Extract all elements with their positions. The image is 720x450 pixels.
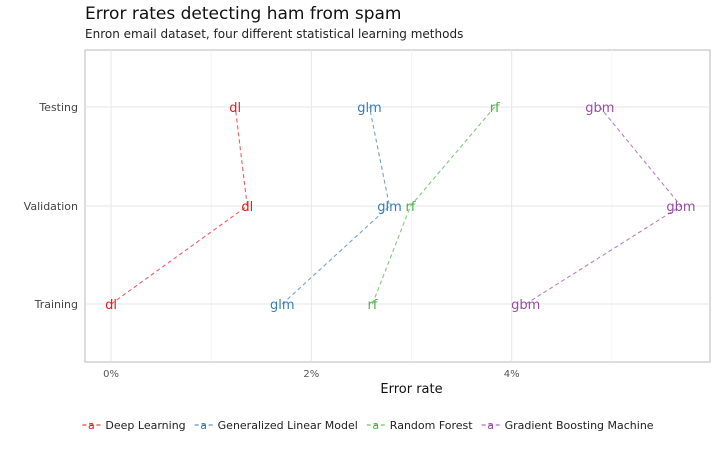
data-point-label: dl [105,298,117,313]
data-point-label: glm [377,200,402,215]
y-tick-label: Testing [38,101,78,114]
legend-label: Generalized Linear Model [218,419,358,432]
data-point-label: gbm [511,298,540,313]
data-point-label: gbm [585,101,614,116]
x-tick-label: 4% [504,369,520,380]
legend-key-glyph: a [487,419,494,432]
data-point-label: glm [270,298,295,313]
chart-subtitle: Enron email dataset, four different stat… [85,27,464,41]
data-point-label: rf [367,298,377,313]
series-line [371,106,496,305]
data-point-label: dl [229,101,241,116]
legend-key-glyph: a [88,419,95,432]
data-point-label: glm [357,101,382,116]
legend-label: Deep Learning [105,419,185,432]
data-point-label: gbm [666,200,695,215]
x-axis-title: Error rate [380,382,442,397]
data-point-label: rf [490,101,500,116]
legend-key-glyph: a [372,419,379,432]
legend-label: Gradient Boosting Machine [505,419,654,432]
series-line [281,106,391,305]
data-point-label: rf [406,200,416,215]
series-line [525,106,682,305]
legend-label: Random Forest [390,419,473,432]
x-tick-label: 2% [303,369,319,380]
series-line [110,106,248,305]
data-point-label: dl [241,200,253,215]
chart-title: Error rates detecting ham from spam [85,4,402,24]
y-tick-label: Training [34,298,78,311]
legend-key-glyph: a [200,419,207,432]
x-tick-label: 0% [103,369,119,380]
y-tick-label: Validation [24,200,78,213]
